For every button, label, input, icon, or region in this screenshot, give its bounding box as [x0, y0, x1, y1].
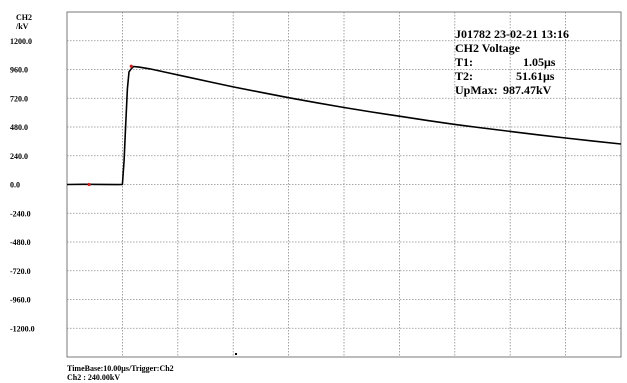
cursor-marker: [129, 64, 133, 68]
info-t1-value: 1.05μs: [523, 55, 556, 69]
bottom-axis-dot: [235, 353, 237, 355]
y-tick-label: -1200.0: [10, 324, 35, 333]
info-upmax-value: 987.47kV: [503, 83, 552, 97]
info-channel: CH2 Voltage: [455, 41, 521, 55]
info-t2-value: 51.61μs: [516, 69, 555, 83]
footer-timebase: TimeBase:10.00μs/Trigger:Ch2: [67, 364, 174, 373]
y-axis-title-channel: CH2: [16, 13, 32, 22]
y-tick-label: -240.0: [10, 209, 31, 218]
waveform-line: [66, 65, 622, 186]
y-tick-label: 720.0: [10, 94, 28, 103]
y-tick-label: 240.0: [10, 152, 28, 161]
y-axis-title-unit: /kV: [15, 22, 29, 31]
y-tick-label: 1200.0: [10, 37, 32, 46]
info-header: J01782 23-02-21 13:16: [455, 27, 569, 41]
y-tick-label: 0.0: [10, 181, 20, 190]
waveform-trace: [66, 65, 622, 186]
info-upmax-label: UpMax:: [455, 83, 498, 97]
y-tick-label: -480.0: [10, 238, 31, 247]
info-t2-label: T2:: [455, 69, 473, 83]
grid: [67, 12, 621, 357]
info-t1-label: T1:: [455, 55, 473, 69]
y-tick-labels: 1200.0 960.0 720.0 480.0 240.0 0.0 -240.0 -480.…: [10, 37, 35, 334]
y-tick-label: 480.0: [10, 123, 28, 132]
footer-channel-scale: Ch2 : 240.00kV: [67, 373, 120, 382]
y-tick-label: -960.0: [10, 296, 31, 305]
cursor-markers: [87, 64, 133, 187]
y-tick-label: 960.0: [10, 66, 28, 75]
y-tick-label: -720.0: [10, 267, 31, 276]
cursor-marker: [87, 182, 91, 187]
